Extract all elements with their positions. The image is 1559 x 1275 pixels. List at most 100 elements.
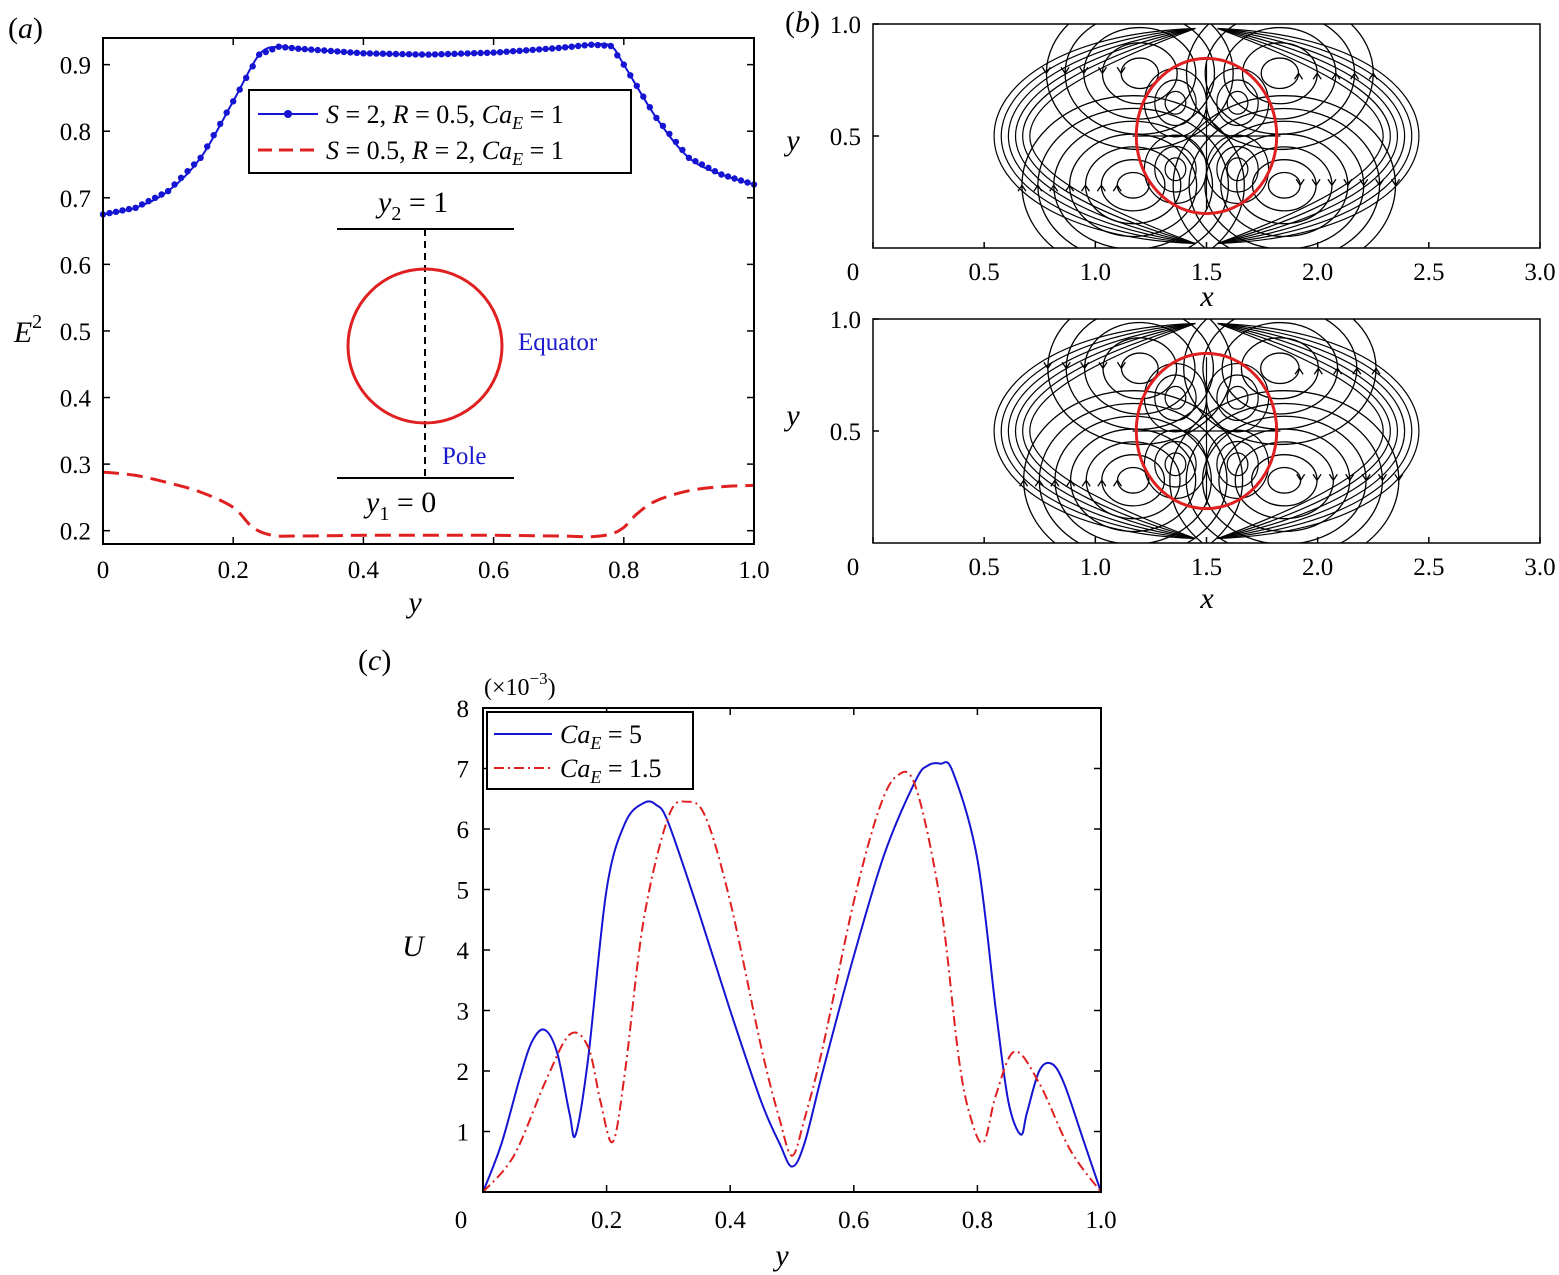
streamline: [1116, 466, 1150, 494]
streamline-arrow: [1081, 479, 1091, 487]
streamline: [1064, 24, 1216, 136]
panel-b-bottom-ticks: 0 0.5 1.0 1.5 2.0 2.5 3.0 0.5 1.0: [830, 307, 1556, 581]
series-point-blue: [230, 98, 237, 105]
streamline-arrow: [1112, 184, 1122, 192]
drop-inner-streamline: [1226, 385, 1249, 410]
series-point-blue: [360, 50, 367, 57]
streamline: [1260, 57, 1300, 90]
streamline: [1217, 322, 1398, 540]
series-point-blue: [308, 46, 315, 53]
series-point-blue: [523, 47, 530, 54]
series-point-blue: [412, 51, 419, 58]
x-tick-label: 0: [847, 554, 860, 581]
y-tick-label: 3: [457, 999, 470, 1026]
series-point-blue: [594, 41, 601, 49]
drop-inner-streamline: [1216, 374, 1259, 422]
streamline: [1065, 319, 1215, 431]
series-point-blue: [373, 50, 380, 57]
drop-inner-streamline: [1164, 90, 1187, 115]
x-tick-label: 1.5: [1191, 554, 1222, 581]
streamline: [1217, 27, 1384, 245]
streamline: [1217, 27, 1391, 245]
panel-a-legend-box: [248, 89, 632, 174]
series-point-blue: [295, 45, 302, 52]
streamline: [1084, 145, 1182, 225]
streamline: [1029, 27, 1196, 245]
series-point-blue: [399, 50, 406, 58]
streamline: [1045, 24, 1234, 151]
y-tick-label: 6: [457, 817, 470, 844]
panel-b-bottom-ylabel: y: [783, 399, 800, 432]
inset-pole-label: Pole: [442, 443, 486, 470]
streamline: [993, 27, 1196, 245]
panel-b-bottom: 0 0.5 1.0 1.5 2.0 2.5 3.0 0.5 1.0 x y: [783, 307, 1556, 615]
streamline-arrow: [1296, 473, 1306, 482]
series-point-blue: [711, 168, 719, 175]
series-point-blue: [151, 194, 159, 201]
legend-entry-a-1: S = 2, R = 0.5, CaE = 1: [326, 100, 564, 133]
series-point-blue: [164, 187, 172, 195]
drop-interface: [1134, 351, 1279, 511]
x-tick-label: 0.6: [478, 557, 509, 584]
series-point-blue: [106, 209, 113, 217]
streamline-arrow: [1294, 72, 1304, 80]
panel-b-top-streamlines: [993, 24, 1420, 248]
series-line-red: [482, 770, 1102, 1193]
series-point-blue: [197, 154, 204, 161]
x-tick-label: 0.5: [969, 259, 1000, 286]
series-point-blue: [275, 43, 282, 50]
panel-b-bottom-streamlines: [993, 319, 1420, 543]
panel-c: (c) (×10−3) 0 0.2 0.4 0.6 0.8 1.0 1 2 3 4 5 6 7 8 y U…: [358, 644, 1117, 1272]
x-tick-label: 1.0: [1080, 554, 1111, 581]
series-point-blue: [418, 51, 426, 58]
series-point-blue: [256, 51, 263, 58]
drop-inner-streamline: [1164, 157, 1187, 182]
streamline-arrow: [1043, 361, 1053, 370]
streamline-arrow: [1116, 361, 1126, 370]
y-tick-label: 7: [457, 757, 470, 784]
streamline: [1054, 415, 1212, 543]
drop-inner-streamline: [1205, 362, 1270, 433]
series-point-blue: [210, 132, 217, 139]
panel-a-inset: y2 = 1 Equator Pole y1 = 0: [337, 186, 598, 525]
panel-b-bottom-xlabel: x: [1199, 582, 1214, 615]
x-tick-label: 2.5: [1413, 554, 1444, 581]
series-point-blue: [464, 50, 471, 57]
series-point-blue: [444, 50, 452, 58]
series-point-blue: [549, 45, 556, 52]
streamline-arrow: [1312, 72, 1322, 80]
y-tick-label: 1: [457, 1120, 470, 1147]
x-tick-label: 1.0: [738, 557, 769, 584]
streamline-arrow: [1345, 473, 1355, 482]
x-tick-label: 0: [455, 1207, 468, 1234]
series-point-blue: [125, 205, 133, 213]
streamline-arrow: [1080, 184, 1091, 192]
x-tick-label: 2.0: [1302, 554, 1333, 581]
series-point-blue: [542, 45, 549, 53]
drop-inner-streamline: [1164, 452, 1187, 477]
streamline: [1100, 158, 1166, 212]
series-point-blue: [269, 46, 276, 53]
series-point-blue: [451, 50, 458, 57]
streamline: [1267, 466, 1302, 494]
streamline: [1217, 322, 1384, 540]
x-tick-label: 0.2: [591, 1207, 622, 1234]
streamline-arrow: [1394, 473, 1404, 482]
series-point-blue: [386, 50, 393, 57]
y-tick-label: 0.5: [830, 419, 861, 446]
panel-c-legend: CaE = 5 CaE = 1.5: [486, 711, 694, 790]
series-point-blue: [145, 197, 152, 205]
streamline: [993, 322, 1196, 540]
x-tick-label: 0.4: [715, 1207, 747, 1234]
series-point-blue: [249, 63, 256, 70]
streamline-arrow: [1328, 473, 1338, 482]
series-point-blue: [334, 48, 341, 55]
y-tick-label: 0.7: [60, 186, 91, 213]
streamline-arrow: [1377, 473, 1388, 482]
series-point-blue: [620, 61, 627, 68]
legend-dot-blue: [284, 110, 292, 118]
series-point-blue: [223, 109, 230, 116]
series-point-blue: [327, 47, 335, 55]
streamline-arrow: [1097, 479, 1107, 487]
series-point-blue: [685, 154, 693, 161]
